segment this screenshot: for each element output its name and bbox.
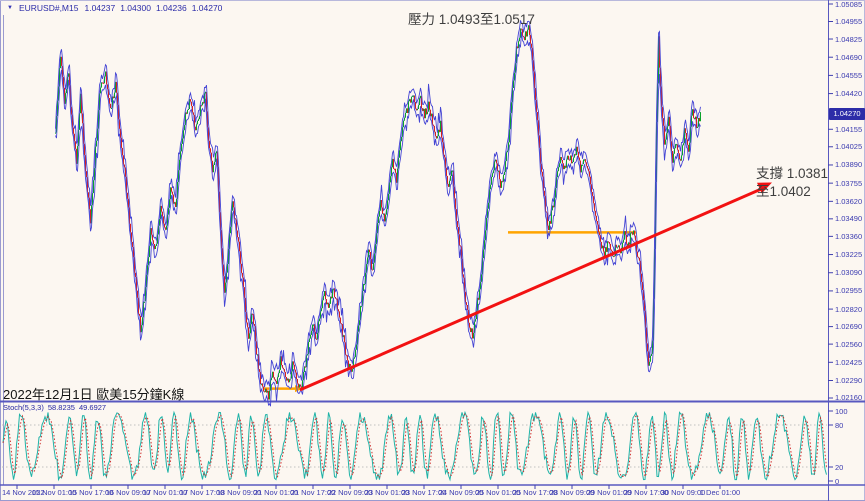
price-close-line	[55, 25, 701, 400]
support-annotation: 支撐 1.0381 至1.0402	[756, 165, 828, 201]
lower-envelope-line	[55, 32, 701, 407]
stochastic-value-signal: 49.6927	[78, 403, 107, 412]
support-annotation-line2: 至1.0402	[756, 184, 811, 199]
quote-close: 1.04270	[191, 3, 223, 13]
stochastic-indicator-label: Stoch(5,3,3) 58.8235 49.6927	[3, 403, 106, 412]
trendline-arrowhead	[757, 182, 772, 194]
support-annotation-line1: 支撐 1.0381	[756, 166, 829, 181]
stoch-k-line	[2, 410, 827, 482]
resistance-annotation: 壓力 1.0493至1.0517	[408, 12, 535, 27]
stochastic-name: Stoch(5,3,3)	[3, 403, 44, 412]
candle-bodies-layer	[55, 25, 701, 400]
upper-envelope-line	[55, 20, 701, 388]
date-annotation: 2022年12月1日 歐美15分鐘K線	[3, 387, 185, 402]
quote-values: 1.04237 1.04300 1.04236 1.04270	[84, 3, 222, 13]
collapse-triangle-icon[interactable]: ▼	[7, 5, 13, 11]
trendline	[299, 186, 765, 392]
quote-low: 1.04236	[155, 3, 187, 13]
chart-title-bar: ▼ EURUSD#,M15 1.04237 1.04300 1.04236 1.…	[7, 3, 222, 13]
stochastic-value-main: 58.8235	[47, 403, 75, 412]
quote-open: 1.04237	[84, 3, 116, 13]
stoch-d-line	[2, 411, 827, 480]
quote-high: 1.04300	[120, 3, 151, 13]
symbol-period-label: EURUSD#,M15	[18, 3, 79, 13]
